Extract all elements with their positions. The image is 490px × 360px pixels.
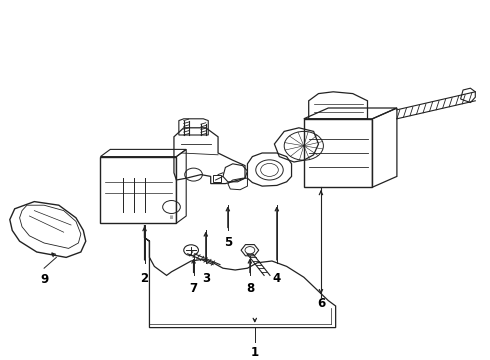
Text: iii: iii [169,215,174,220]
Text: 5: 5 [224,236,232,249]
Text: 1: 1 [251,346,259,359]
Text: 3: 3 [202,272,210,285]
Text: 6: 6 [317,297,325,310]
Text: 8: 8 [246,282,254,294]
Text: 2: 2 [141,272,148,285]
Text: 7: 7 [190,282,197,294]
Text: 9: 9 [40,273,48,286]
Text: 4: 4 [273,272,281,285]
